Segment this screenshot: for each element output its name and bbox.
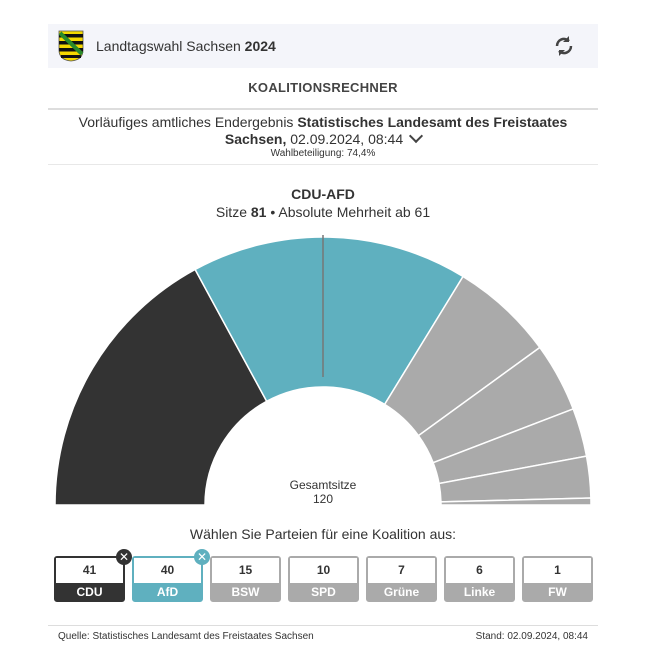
- divider: [48, 108, 598, 110]
- coalition-seats: 81: [250, 204, 267, 220]
- party-button-grüne[interactable]: 7 Grüne: [366, 556, 437, 602]
- party-name: BSW: [231, 585, 260, 599]
- coalition-name: CDU-AFD: [291, 186, 355, 202]
- party-button-afd[interactable]: 40 AfD ✕: [132, 549, 210, 602]
- party-seats: 15: [212, 558, 279, 583]
- app-title: Landtagswahl Sachsen 2024: [96, 38, 276, 54]
- total-seats: Gesamtsitze 120: [263, 478, 383, 506]
- party-button-bsw[interactable]: 15 BSW: [210, 556, 281, 602]
- source-datetime: 02.09.2024, 08:44: [290, 131, 404, 147]
- footer-stand: Stand: 02.09.2024, 08:44: [475, 631, 588, 642]
- seat-segment-fw: [440, 497, 592, 506]
- party-prompt: Wählen Sie Parteien für eine Koalition a…: [189, 526, 457, 542]
- remove-party-close-icon[interactable]: ✕: [116, 549, 132, 565]
- seat-segment-afd: [194, 236, 465, 406]
- coalition-summary: CDU-AFD Sitze 81 • Absolute Mehrheit ab …: [48, 185, 598, 221]
- party-name: AfD: [156, 585, 179, 599]
- party-name: FW: [548, 585, 567, 599]
- party-seats: 41: [56, 558, 123, 583]
- footer-source: Quelle: Statistisches Landesamt des Frei…: [58, 631, 314, 642]
- party-seats: 6: [446, 558, 513, 583]
- divider: [48, 164, 598, 165]
- party-selector: 41 CDU ✕ 40 AfD ✕ 15 BSW 10 SPD 7 Grüne 6 Linke 1 FW: [54, 549, 593, 602]
- page-title: KOALITIONSRECHNER: [248, 80, 398, 95]
- source-prefix: Vorläufiges amtliches Endergebnis: [78, 114, 294, 130]
- saxony-coat-of-arms-icon: [58, 30, 84, 62]
- source-authority: Statistisches Landesamt des Freistaates …: [224, 114, 568, 147]
- party-seats: 7: [368, 558, 435, 583]
- total-label: Gesamtsitze: [289, 478, 357, 492]
- source-info: Vorläufiges amtliches Endergebnis Statis…: [48, 114, 598, 160]
- turnout: Wahlbeteiligung: 74,4%: [270, 148, 376, 159]
- header-bar: Landtagswahl Sachsen 2024: [48, 24, 598, 68]
- remove-party-close-icon[interactable]: ✕: [194, 549, 210, 565]
- party-seats: 40: [134, 558, 201, 583]
- refresh-icon[interactable]: [552, 34, 576, 58]
- party-button-fw[interactable]: 1 FW: [522, 556, 593, 602]
- total-value: 120: [312, 492, 334, 506]
- seat-segment-cdu: [54, 268, 268, 506]
- party-name: Linke: [463, 585, 496, 599]
- majority-info: • Absolute Mehrheit ab 61: [270, 204, 431, 220]
- party-name: SPD: [311, 585, 336, 599]
- seats-label: Sitze: [215, 204, 247, 220]
- party-button-spd[interactable]: 10 SPD: [288, 556, 359, 602]
- party-seats: 1: [524, 558, 591, 583]
- party-seats: 10: [290, 558, 357, 583]
- party-name: Grüne: [383, 585, 420, 599]
- party-button-cdu[interactable]: 41 CDU ✕: [54, 549, 132, 602]
- divider: [48, 625, 598, 626]
- party-name: CDU: [76, 585, 103, 599]
- party-button-linke[interactable]: 6 Linke: [444, 556, 515, 602]
